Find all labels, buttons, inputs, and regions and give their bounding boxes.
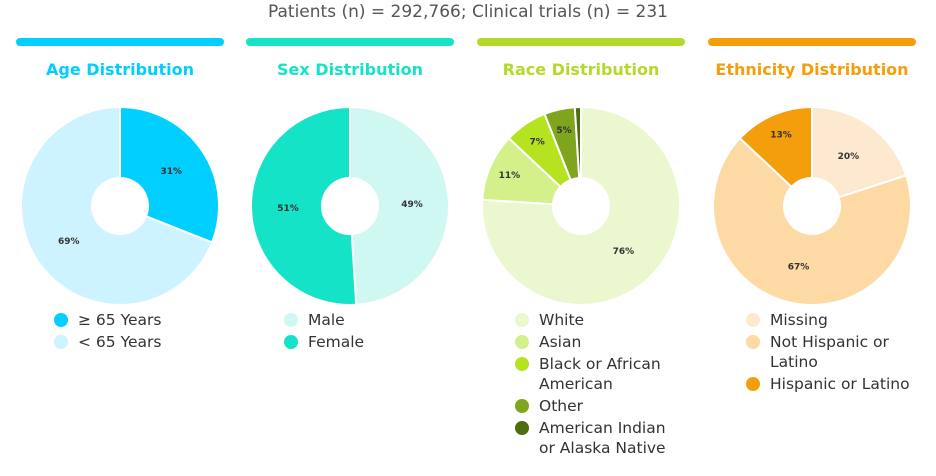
slice-value-label: 13%: [770, 130, 792, 140]
pie-slice: [119, 105, 220, 244]
legend-label: White: [539, 311, 585, 329]
legend-label: Not Hispanic or Latino: [770, 333, 889, 371]
legend-label: American Indian or Alaska Native: [539, 419, 666, 457]
legend-swatch-icon: [746, 377, 760, 391]
legend-item: Male: [284, 310, 454, 330]
legend-swatch-icon: [515, 335, 529, 349]
legend-swatch-icon: [54, 313, 68, 327]
donut-chart: 31% 69%: [20, 105, 220, 306]
chart-legend: Male Female: [284, 310, 454, 354]
legend-label: Other: [539, 397, 584, 415]
legend-label: Hispanic or Latino: [770, 375, 910, 393]
accent-bar: [246, 38, 454, 46]
slice-value-label: 69%: [58, 237, 80, 247]
legend-label: ≥ 65 Years: [78, 311, 162, 329]
accent-bar: [477, 38, 685, 46]
chart-legend: Missing Not Hispanic or Latino Hispanic or…: [746, 310, 916, 396]
legend-item: Other: [515, 396, 685, 416]
legend-label: Missing: [770, 311, 828, 329]
legend-label: < 65 Years: [78, 333, 162, 351]
legend-swatch-icon: [54, 335, 68, 349]
slice-value-label: 76%: [613, 247, 635, 257]
legend-label: Male: [308, 311, 345, 329]
legend-swatch-icon: [515, 421, 529, 435]
legend-item: Asian: [515, 332, 685, 352]
legend-swatch-icon: [515, 357, 529, 371]
legend-item: Black or African American: [515, 354, 685, 394]
chart-title: Race Distribution: [502, 60, 660, 79]
chart-panel: Ethnicity Distribution 20% 67% 13% Missing No…: [708, 38, 916, 476]
legend-item: White: [515, 310, 685, 330]
chart-title: Age Distribution: [46, 60, 194, 79]
legend-swatch-icon: [284, 313, 298, 327]
slice-value-label: 11%: [499, 171, 521, 181]
legend-swatch-icon: [284, 335, 298, 349]
accent-bar: [708, 38, 916, 46]
legend-label: Asian: [539, 333, 582, 351]
chart-legend: White Asian Black or African American Other…: [515, 310, 685, 460]
legend-item: < 65 Years: [54, 332, 224, 352]
chart-panel: Race Distribution 76% 11% 7% 5% 1% White Asian B…: [477, 38, 685, 476]
pie-slice: [738, 105, 813, 189]
pie-slice: [20, 105, 214, 306]
slice-value-label: 7%: [530, 137, 545, 147]
chart-header: Patients (n) = 292,766; Clinical trials …: [268, 2, 668, 22]
slice-value-label: 5%: [556, 126, 571, 136]
donut-chart: 49% 51%: [250, 105, 450, 306]
pie-slice: [573, 105, 582, 180]
legend-label: Black or African American: [539, 355, 661, 393]
legend-swatch-icon: [515, 313, 529, 327]
pie-slice: [712, 136, 912, 306]
chart-title: Ethnicity Distribution: [715, 60, 909, 79]
slice-value-label: 49%: [401, 200, 423, 210]
slice-value-label: 1%: [570, 102, 585, 105]
legend-item: ≥ 65 Years: [54, 310, 224, 330]
donut-chart: 76% 11% 7% 5% 1%: [481, 102, 681, 306]
chart-panel: Sex Distribution 49% 51% Male Female: [246, 38, 454, 476]
pie-slice: [811, 105, 908, 199]
slice-value-label: 31%: [161, 167, 183, 177]
slice-value-label: 20%: [838, 152, 860, 162]
chart-title: Sex Distribution: [277, 60, 423, 79]
chart-panel: Age Distribution 31% 69% ≥ 65 Years < 65 Yea…: [16, 38, 224, 476]
pie-slice: [250, 105, 358, 306]
legend-item: Female: [284, 332, 454, 352]
legend-item: Not Hispanic or Latino: [746, 332, 916, 372]
legend-swatch-icon: [746, 313, 760, 327]
legend-item: American Indian or Alaska Native: [515, 418, 685, 458]
legend-swatch-icon: [746, 335, 760, 349]
pie-slice: [481, 105, 681, 306]
chart-legend: ≥ 65 Years < 65 Years: [54, 310, 224, 354]
legend-label: Female: [308, 333, 365, 351]
slice-value-label: 67%: [788, 263, 810, 273]
pie-slice: [349, 105, 450, 306]
slice-value-label: 51%: [277, 204, 299, 214]
legend-swatch-icon: [515, 399, 529, 413]
accent-bar: [16, 38, 224, 46]
donut-chart: 20% 67% 13%: [712, 105, 912, 306]
legend-item: Missing: [746, 310, 916, 330]
legend-item: Hispanic or Latino: [746, 374, 916, 394]
